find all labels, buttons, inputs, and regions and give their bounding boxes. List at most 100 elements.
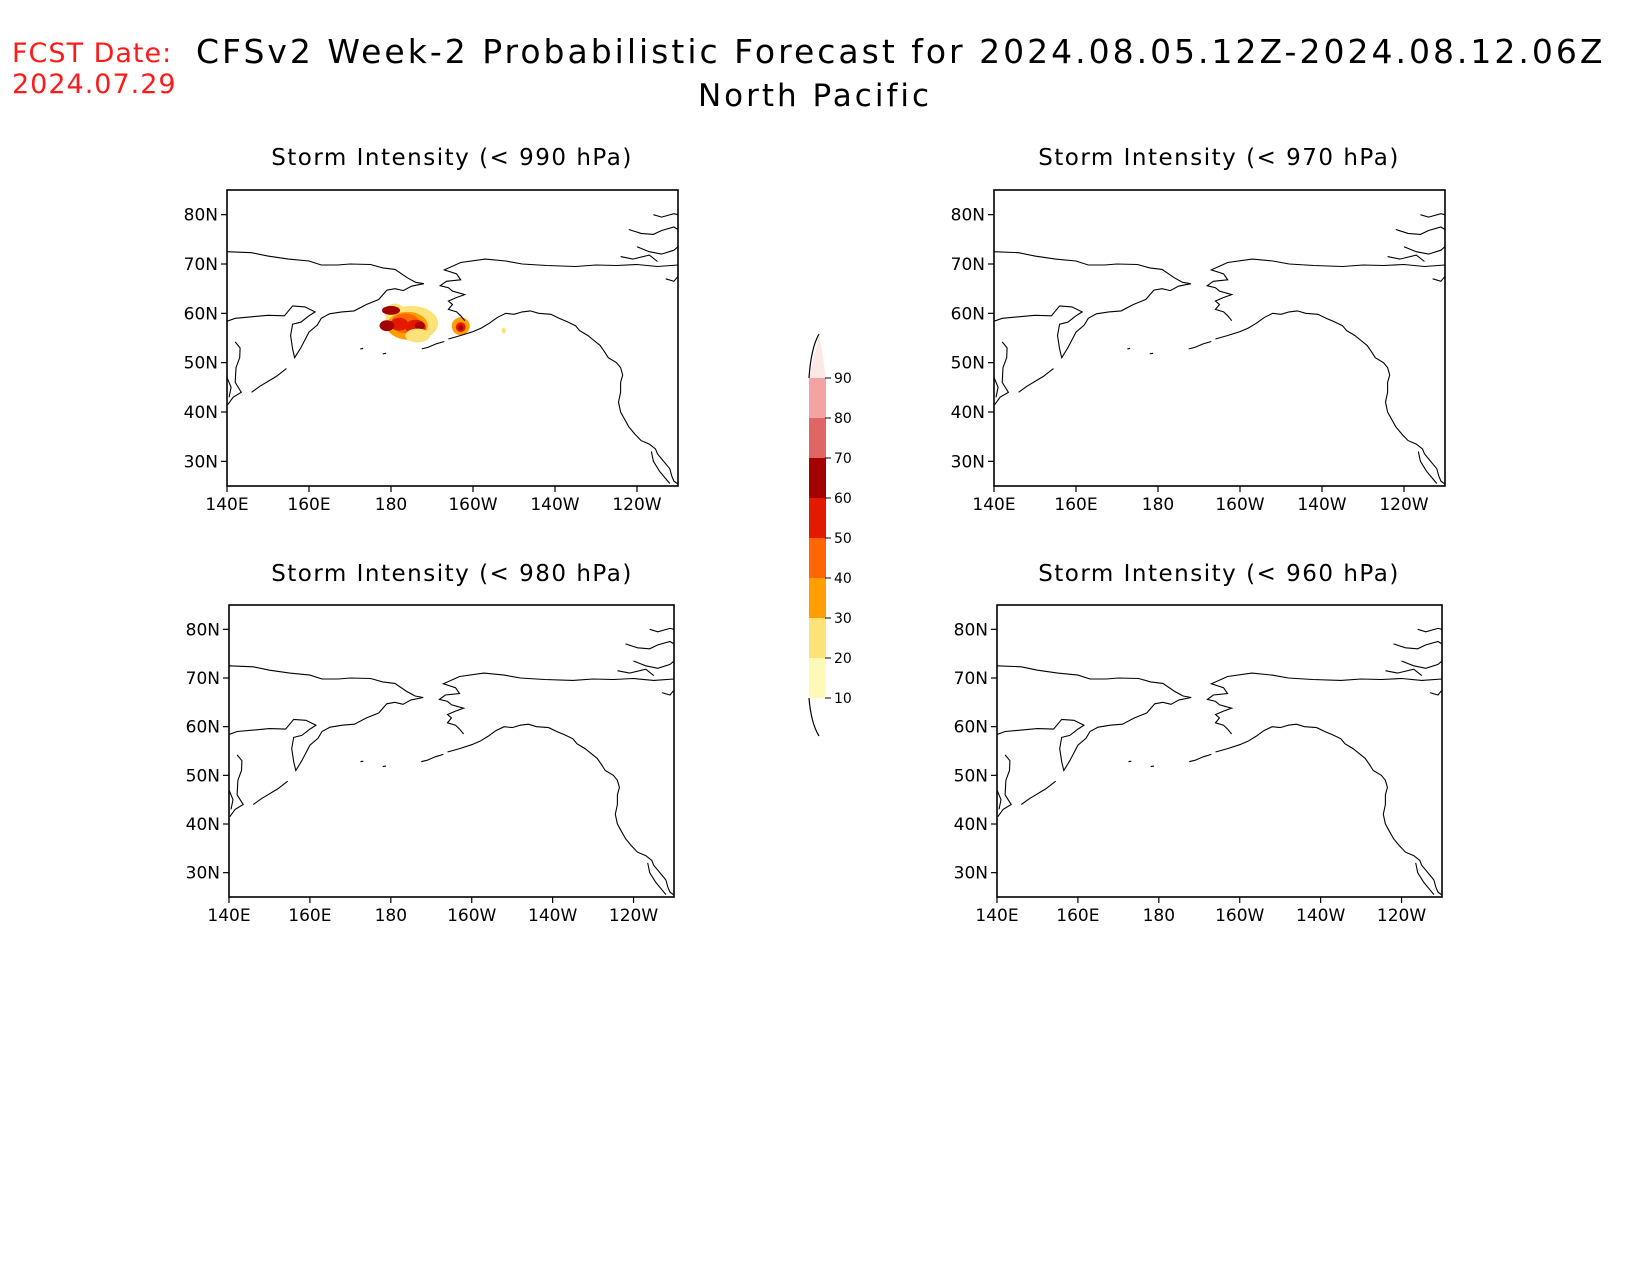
- coastline: [1215, 723, 1442, 896]
- coastline: [1420, 213, 1445, 218]
- lat-tick-label: 60N: [951, 304, 985, 324]
- coastline: [1150, 765, 1155, 768]
- lon-tick-label: 180: [375, 906, 407, 926]
- storm-probability-area: [501, 327, 506, 334]
- coastline: [1429, 689, 1442, 696]
- coastline: [421, 340, 445, 350]
- coastline: [1206, 672, 1442, 735]
- page-title: CFSv2 Week-2 Probabilistic Forecast for …: [196, 32, 1606, 71]
- lat-tick-label: 40N: [951, 403, 985, 423]
- coastline: [382, 352, 387, 355]
- coastline: [251, 368, 287, 393]
- lat-tick-label: 60N: [954, 718, 988, 738]
- lon-tick-label: 160E: [287, 495, 330, 515]
- lat-tick-label: 70N: [951, 255, 985, 275]
- coastline: [653, 213, 678, 218]
- coastline: [661, 689, 674, 696]
- coastline: [994, 251, 1191, 285]
- lat-tick-label: 80N: [951, 206, 985, 226]
- coastline: [1417, 451, 1438, 484]
- coastline: [997, 754, 1012, 818]
- lon-tick-label: 140W: [1296, 906, 1345, 926]
- coastline: [1127, 347, 1131, 350]
- panel-title: Storm Intensity (< 970 hPa): [1038, 145, 1400, 171]
- coastline: [1189, 753, 1212, 763]
- coastline: [649, 627, 674, 633]
- coastline: [625, 640, 674, 650]
- colorbar-swatch: [809, 538, 826, 578]
- panel-title: Storm Intensity (< 980 hPa): [271, 561, 633, 587]
- coastline: [994, 377, 999, 398]
- lon-tick-label: 160W: [448, 495, 497, 515]
- storm-probability-area: [458, 325, 464, 331]
- lon-tick-label: 140E: [975, 906, 1018, 926]
- lon-tick-label: 140E: [207, 906, 250, 926]
- coastline: [360, 347, 364, 350]
- lon-tick-label: 160W: [1215, 495, 1264, 515]
- colorbar-swatch: [809, 578, 826, 618]
- coastline: [1395, 226, 1445, 235]
- map-panel-p960: Storm Intensity (< 960 hPa) 80N 70N 60N 50N 4…: [954, 561, 1443, 926]
- lon-tick-label: 180: [1143, 906, 1175, 926]
- coastline: [1020, 780, 1057, 805]
- colorbar-label: 90: [834, 371, 852, 387]
- region-subtitle: North Pacific: [0, 76, 1650, 116]
- lon-tick-label: 140E: [205, 495, 248, 515]
- coastline: [1018, 368, 1054, 393]
- coastline: [1149, 352, 1154, 355]
- coastline: [1215, 310, 1445, 485]
- storm-probability-area: [405, 328, 430, 343]
- coastline: [227, 251, 424, 285]
- colorbar-swatch: [809, 658, 826, 698]
- coastline: [1387, 254, 1425, 262]
- colorbar-swatch: [809, 378, 826, 418]
- coastline: [650, 451, 671, 484]
- coastline: [1403, 246, 1445, 255]
- lat-tick-label: 80N: [186, 620, 220, 640]
- lon-tick-label: 160E: [288, 906, 331, 926]
- coastline: [229, 754, 244, 818]
- storm-probability-area: [381, 305, 401, 315]
- map-panel-p970: Storm Intensity (< 970 hPa) 80N 70N 60N 50N 4…: [951, 145, 1446, 515]
- coastline: [1205, 258, 1445, 322]
- coastline: [227, 283, 424, 360]
- coastline: [633, 660, 674, 669]
- lon-tick-label: 120W: [1379, 495, 1428, 515]
- colorbar-bottom-extension: [808, 697, 820, 737]
- colorbar-swatch: [809, 618, 826, 658]
- lat-tick-label: 40N: [184, 403, 218, 423]
- colorbar-label: 20: [834, 651, 852, 667]
- coastline: [360, 760, 364, 763]
- colorbar-label: 80: [834, 411, 852, 427]
- lat-tick-label: 50N: [184, 354, 218, 374]
- lat-tick-label: 30N: [186, 864, 220, 884]
- map-frame: [993, 189, 1446, 487]
- lon-tick-label: 140E: [972, 495, 1015, 515]
- lat-tick-label: 80N: [954, 620, 988, 640]
- lat-tick-label: 80N: [184, 206, 218, 226]
- lat-tick-label: 50N: [186, 766, 220, 786]
- lat-tick-label: 40N: [954, 815, 988, 835]
- coastline: [1128, 760, 1132, 763]
- coastline: [628, 226, 678, 235]
- lon-tick-label: 160W: [1215, 906, 1264, 926]
- colorbar-label: 40: [834, 571, 852, 587]
- lon-tick-label: 160W: [447, 906, 496, 926]
- colorbar: 90 80 70 60 50 40 30 20 10: [808, 333, 852, 737]
- coastline: [1415, 862, 1435, 895]
- map-panel-p980: Storm Intensity (< 980 hPa) 80N 70N 60N 50N 4…: [186, 561, 675, 926]
- lat-tick-label: 70N: [184, 255, 218, 275]
- coastline: [1188, 340, 1212, 350]
- region-name: North Pacific: [697, 78, 933, 114]
- lat-tick-label: 30N: [184, 452, 218, 472]
- colorbar-swatch: [809, 498, 826, 538]
- coastline: [448, 310, 678, 485]
- lat-tick-label: 70N: [954, 669, 988, 689]
- panel-title: Storm Intensity (< 960 hPa): [1038, 561, 1400, 587]
- coastline: [438, 672, 674, 735]
- colorbar-label: 10: [834, 691, 852, 707]
- colorbar-swatch: [809, 418, 826, 458]
- fcst-date-value: 2024.07.29: [12, 69, 177, 100]
- coastline: [997, 696, 1192, 772]
